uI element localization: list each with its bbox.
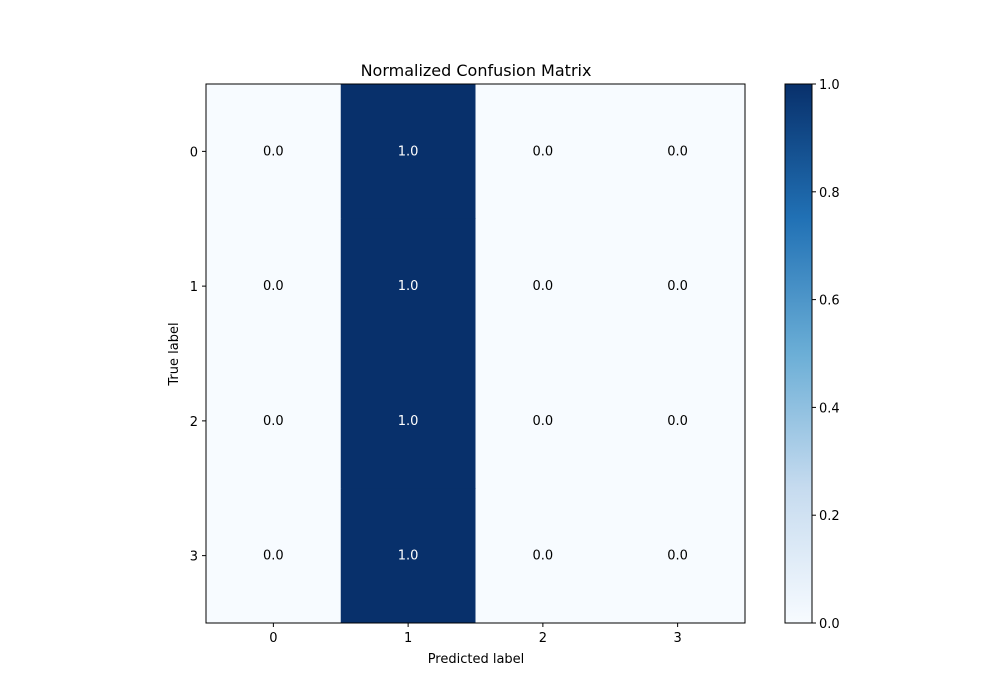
x-tick-label: 1 — [404, 631, 412, 646]
cell-value-label: 1.0 — [398, 414, 419, 429]
colorbar-ticks: 0.0 0.2 0.4 0.6 0.8 1.0 — [812, 78, 840, 632]
heatmap-cell — [340, 353, 476, 489]
y-tick-label: 2 — [190, 415, 198, 430]
heatmap-cell — [206, 488, 342, 624]
heatmap-cell — [610, 488, 746, 624]
heatmap-cell — [206, 353, 342, 489]
cell-value-label: 0.0 — [533, 144, 554, 159]
cell-value-label: 1.0 — [398, 144, 419, 159]
colorbar-tick-label: 0.0 — [819, 617, 840, 632]
heatmap-cell — [475, 488, 611, 624]
heatmap-cell — [340, 218, 476, 354]
heatmap-cell — [340, 488, 476, 624]
x-tick-label: 2 — [539, 631, 547, 646]
cell-value-label: 0.0 — [263, 549, 284, 564]
heatmap-cell — [610, 84, 746, 220]
y-axis-ticks: 0 1 2 3 — [190, 145, 206, 565]
heatmap-cell — [475, 84, 611, 220]
colorbar-tick-label: 0.6 — [819, 294, 840, 309]
x-axis-ticks: 0 1 2 3 — [269, 623, 682, 646]
x-axis-label: Predicted label — [428, 652, 525, 667]
cell-value-label: 0.0 — [667, 414, 688, 429]
heatmap-cell — [610, 218, 746, 354]
heatmap-cell — [340, 84, 476, 220]
heatmap-cell — [475, 353, 611, 489]
cell-value-label: 0.0 — [533, 279, 554, 294]
colorbar-tick-label: 0.4 — [819, 401, 840, 416]
cell-value-label: 0.0 — [667, 279, 688, 294]
y-axis-label: True label — [167, 322, 182, 386]
cell-value-label: 1.0 — [398, 279, 419, 294]
colorbar-tick-label: 0.2 — [819, 509, 840, 524]
heatmap-cell — [206, 218, 342, 354]
heatmap-cell — [475, 218, 611, 354]
colorbar-tick-label: 1.0 — [819, 78, 840, 93]
colorbar-tick-label: 0.8 — [819, 186, 840, 201]
plot-frame — [205, 83, 746, 624]
heatmap-cells — [206, 84, 746, 624]
cell-value-label: 0.0 — [667, 549, 688, 564]
y-tick-label: 1 — [190, 280, 198, 295]
chart-title: Normalized Confusion Matrix — [361, 61, 592, 80]
x-tick-label: 3 — [673, 631, 681, 646]
y-tick-label: 3 — [190, 550, 198, 565]
heatmap-cell-labels: 0.0 1.0 0.0 0.0 0.0 1.0 0.0 0.0 0.0 1.0 0.0 0.0 0.0 1… — [263, 144, 688, 563]
heatmap-cell — [206, 84, 342, 220]
cell-value-label: 1.0 — [398, 549, 419, 564]
cell-value-label: 0.0 — [263, 279, 284, 294]
cell-value-label: 0.0 — [263, 144, 284, 159]
cell-value-label: 0.0 — [667, 144, 688, 159]
colorbar — [784, 83, 813, 624]
cell-value-label: 0.0 — [533, 549, 554, 564]
y-tick-label: 0 — [190, 145, 198, 160]
cell-value-label: 0.0 — [533, 414, 554, 429]
heatmap-cell — [610, 353, 746, 489]
x-tick-label: 0 — [269, 631, 277, 646]
cell-value-label: 0.0 — [263, 414, 284, 429]
